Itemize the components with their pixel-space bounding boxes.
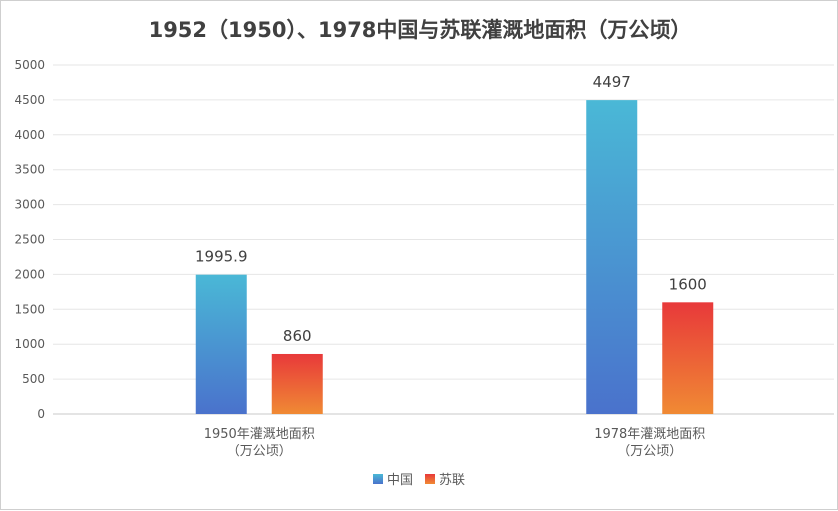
- y-tick-label: 0: [37, 407, 45, 421]
- y-tick-label: 4500: [14, 93, 45, 107]
- bar-china: [195, 274, 247, 414]
- chart-title: 1952（1950）、1978中国与苏联灌溉地面积（万公顷）: [149, 18, 692, 42]
- legend-label: 苏联: [439, 472, 465, 488]
- y-tick-label: 500: [22, 372, 45, 386]
- x-tick-label: 1950年灌溉地面积: [204, 427, 315, 442]
- grid-layer: [53, 64, 834, 415]
- y-tick-label: 3500: [14, 163, 45, 177]
- y-tick-label: 1500: [14, 302, 45, 316]
- bar-ussr: [271, 353, 323, 414]
- data-label: 1600: [669, 275, 707, 293]
- y-tick-label: 4000: [14, 128, 45, 142]
- legend-swatch: [425, 474, 435, 484]
- bar-ussr: [662, 302, 714, 414]
- y-tick-label: 2000: [14, 267, 45, 281]
- x-tick-label: （万公顷）: [227, 444, 292, 459]
- label-layer: 0 500 1000 1500 2000 2500 3000 3500 4000 4500 5000…: [14, 58, 706, 488]
- legend-swatch: [373, 474, 383, 484]
- bar-layer: [195, 100, 714, 414]
- data-label: 1995.9: [195, 248, 248, 266]
- legend-label: 中国: [387, 473, 413, 488]
- y-tick-label: 3000: [14, 198, 45, 212]
- y-tick-label: 1000: [14, 337, 45, 351]
- x-tick-label: 1978年灌溉地面积: [594, 427, 705, 442]
- y-tick-label: 2500: [14, 233, 45, 247]
- y-tick-label: 5000: [14, 58, 45, 72]
- data-label: 4497: [593, 73, 631, 91]
- x-tick-label: （万公顷）: [617, 444, 682, 459]
- bar-china: [586, 100, 638, 414]
- data-label: 860: [283, 327, 312, 345]
